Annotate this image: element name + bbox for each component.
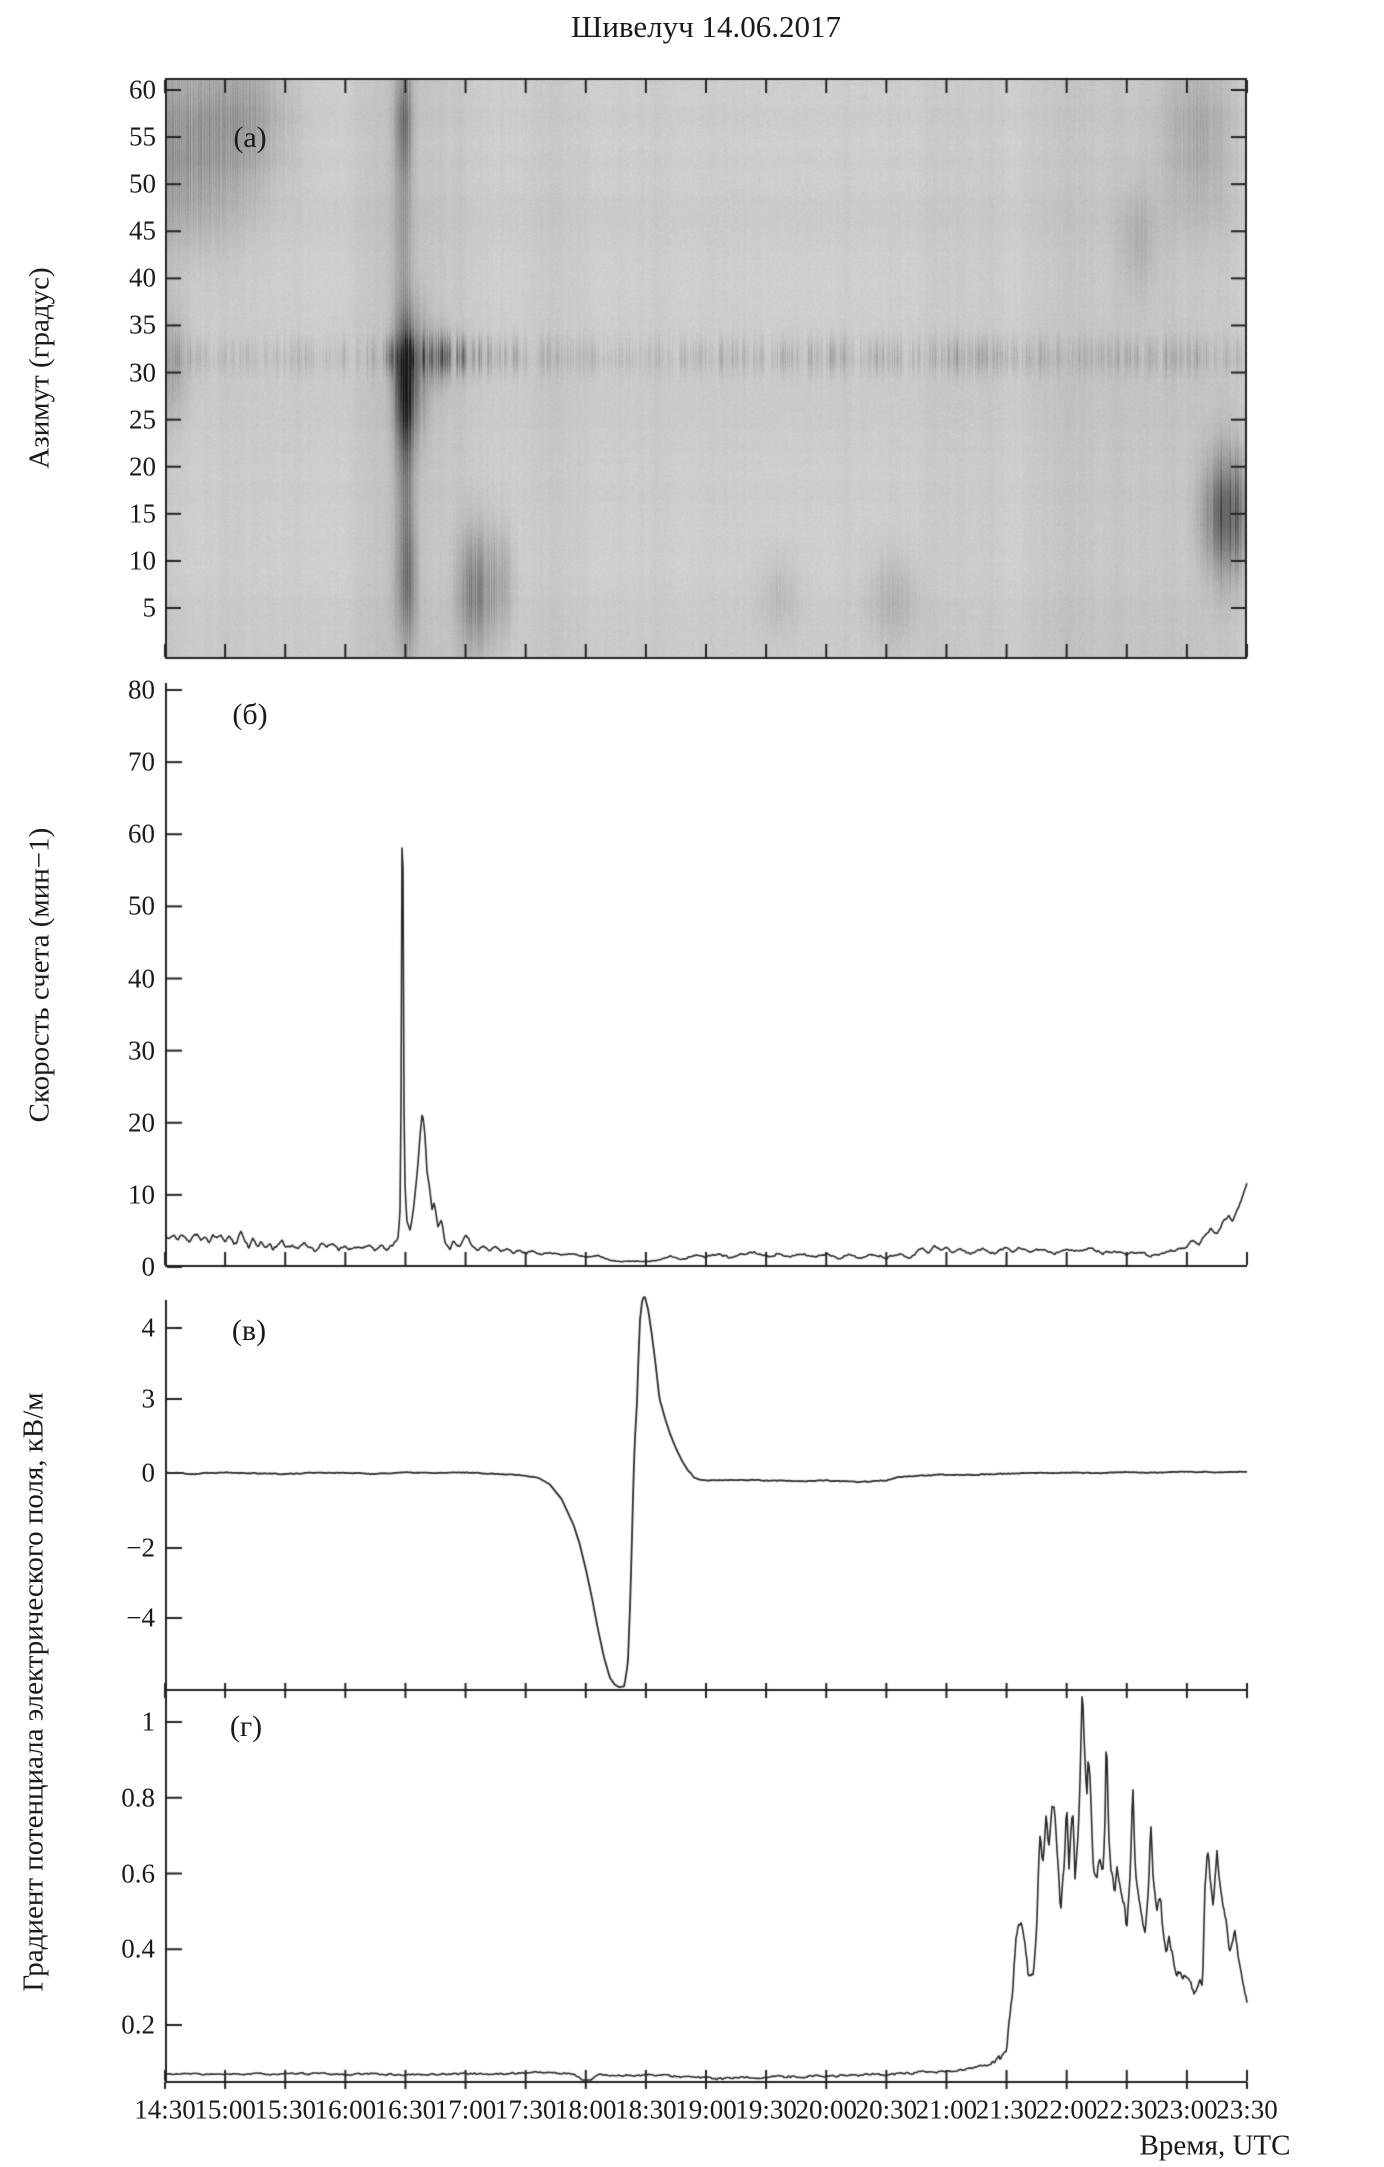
panel-label-b: (б) [232,698,268,731]
azimuth-tick-label: 35 [129,309,156,340]
field-tick-label: 3 [141,1383,156,1414]
x-tick-label: 17:30 [494,2094,557,2125]
x-tick-label: 16:30 [374,2094,437,2125]
azimuth-tick-label: 40 [129,262,156,293]
azimuth-tick-label: 25 [129,404,156,435]
azimuth-tick-label: 5 [142,592,157,623]
count-rate-tick-label: 50 [128,890,155,921]
x-tick-label: 23:30 [1216,2094,1278,2125]
x-tick-label: 16:00 [314,2094,377,2125]
x-tick-label: 17:00 [434,2094,497,2125]
field-tick-label: −2 [126,1532,155,1563]
y-axis-label-azimuth: Азимут (градус) [23,267,56,469]
x-tick-label: 14:30 [134,2094,196,2125]
gradient-tick-label: 0.8 [121,1782,155,1813]
gradient-tick-label: 0.2 [121,2009,155,2040]
count-rate-tick-label: 80 [128,674,155,705]
count-rate-tick-label: 20 [128,1107,155,1138]
gradient-tick-label: 0.4 [121,1933,155,1964]
figure-title: Шивелуч 14.06.2017 [571,9,841,44]
x-tick-label: 21:30 [975,2094,1038,2125]
azimuth-tick-label: 50 [129,168,156,199]
azimuth-tick-label: 20 [129,451,156,482]
x-tick-label: 20:30 [855,2094,918,2125]
count-rate-tick-label: 40 [128,963,155,993]
panel-label-a: (а) [233,121,267,154]
field-tick-label: −4 [126,1602,155,1633]
y-axis-label-count-rate: Скорость счета (мин−1) [23,827,56,1123]
azimuth-tick-label: 55 [129,121,156,152]
azimuth-tick-label: 60 [129,74,156,105]
count-rate-tick-label: 10 [128,1179,155,1210]
x-tick-label: 18:00 [555,2094,617,2125]
count-rate-tick-label: 30 [128,1035,155,1066]
x-tick-label: 19:30 [735,2094,797,2125]
panel-label-v: (в) [231,1314,267,1347]
gradient-tick-label: 0.6 [121,1858,155,1888]
x-tick-label: 22:00 [1035,2094,1098,2125]
count-rate-tick-label: 0 [141,1251,156,1282]
field-tick-label: 4 [141,1312,156,1343]
azimuth-tick-label: 30 [129,357,156,388]
panel-label-g: (г) [229,1710,263,1743]
azimuth-tick-label: 45 [129,215,156,246]
y-axis-label-potential-gradient: Градиент потенциала электрического поля,… [17,1392,50,1992]
field-tick-label: 0 [141,1457,156,1488]
azimuth-tick-label: 10 [129,545,156,576]
x-tick-label: 15:00 [194,2094,256,2125]
x-tick-label: 18:30 [615,2094,677,2125]
x-axis-label: Время, UTC [1139,2129,1291,2162]
x-tick-label: 20:00 [795,2094,857,2125]
count-rate-tick-label: 70 [128,746,155,777]
x-tick-label: 19:00 [675,2094,737,2125]
x-tick-label: 21:00 [915,2094,978,2125]
gradient-tick-label: 1 [141,1706,156,1737]
x-tick-label: 23:00 [1156,2094,1218,2125]
x-tick-label: 22:30 [1096,2094,1158,2125]
x-tick-label: 15:30 [254,2094,316,2125]
azimuth-tick-label: 15 [129,498,156,529]
count-rate-tick-label: 60 [128,818,155,849]
